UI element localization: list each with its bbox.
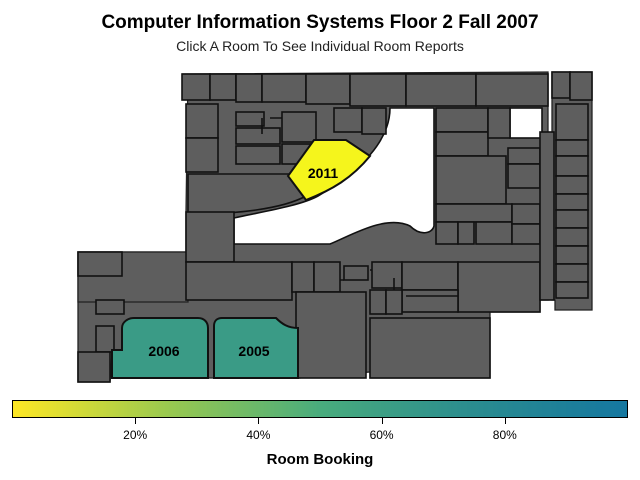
room bbox=[555, 227, 589, 247]
room-2005[interactable] bbox=[213, 317, 299, 379]
color-scale-tick-label: 40% bbox=[246, 428, 271, 442]
room bbox=[185, 261, 293, 301]
color-scale-bar bbox=[12, 400, 628, 418]
room bbox=[333, 107, 363, 133]
room-2011[interactable] bbox=[286, 139, 372, 202]
room bbox=[511, 203, 541, 225]
map-title: Computer Information Systems Floor 2 Fal… bbox=[101, 12, 539, 33]
room bbox=[77, 251, 123, 277]
room-2011-label: 2011 bbox=[308, 165, 339, 181]
room bbox=[555, 263, 589, 283]
room bbox=[371, 261, 403, 289]
interior-wall bbox=[340, 269, 372, 281]
room bbox=[385, 289, 403, 315]
room bbox=[369, 289, 387, 315]
room bbox=[551, 71, 571, 99]
color-scale-tick bbox=[258, 418, 260, 424]
room bbox=[487, 107, 511, 139]
room-2005-label: 2005 bbox=[238, 343, 269, 359]
room bbox=[435, 155, 507, 205]
color-scale-tick bbox=[381, 418, 383, 424]
interior-wall bbox=[261, 117, 282, 134]
room bbox=[401, 261, 459, 291]
room bbox=[405, 73, 477, 107]
room bbox=[555, 193, 589, 211]
room bbox=[475, 73, 549, 107]
room bbox=[313, 261, 341, 293]
room bbox=[185, 103, 219, 139]
color-scale-tick-label: 80% bbox=[492, 428, 517, 442]
room bbox=[95, 299, 125, 315]
color-scale-tick bbox=[135, 418, 137, 424]
room bbox=[77, 351, 111, 383]
room bbox=[507, 147, 541, 165]
room bbox=[235, 127, 281, 145]
room-2006[interactable] bbox=[111, 317, 209, 379]
room bbox=[457, 221, 475, 245]
room bbox=[435, 203, 513, 223]
room bbox=[435, 107, 489, 133]
room bbox=[555, 245, 589, 265]
room bbox=[507, 163, 541, 189]
room bbox=[435, 131, 489, 157]
room bbox=[349, 73, 407, 107]
room bbox=[555, 155, 589, 177]
color-scale-tick bbox=[504, 418, 506, 424]
room bbox=[305, 73, 351, 105]
room bbox=[343, 265, 369, 281]
room bbox=[475, 221, 513, 245]
room bbox=[361, 107, 387, 135]
room bbox=[291, 261, 315, 293]
room bbox=[555, 175, 589, 195]
room bbox=[457, 261, 541, 313]
room bbox=[185, 137, 219, 173]
room bbox=[555, 103, 589, 141]
room bbox=[281, 111, 317, 143]
room bbox=[235, 111, 265, 127]
color-scale-title: Room Booking bbox=[266, 451, 374, 468]
east-courtyard bbox=[509, 107, 543, 139]
room bbox=[539, 131, 555, 301]
color-scale-tick-label: 60% bbox=[369, 428, 394, 442]
room bbox=[555, 281, 589, 299]
room bbox=[555, 139, 589, 157]
interior-wall bbox=[393, 278, 458, 297]
room bbox=[369, 317, 491, 379]
room bbox=[209, 73, 237, 101]
map-subtitle: Click A Room To See Individual Room Repo… bbox=[176, 38, 464, 54]
room bbox=[185, 211, 235, 263]
room bbox=[295, 291, 367, 379]
room bbox=[181, 73, 211, 101]
floor-plan-map: 2011 2006 2005 bbox=[77, 71, 593, 383]
room bbox=[261, 73, 307, 103]
color-scale-tick-label: 20% bbox=[123, 428, 148, 442]
room bbox=[511, 223, 541, 245]
room bbox=[401, 289, 459, 313]
room bbox=[435, 221, 459, 245]
room bbox=[555, 209, 589, 229]
room bbox=[95, 325, 115, 353]
room bbox=[569, 71, 593, 101]
room-2006-label: 2006 bbox=[148, 343, 179, 359]
room bbox=[235, 145, 281, 165]
room bbox=[235, 73, 263, 103]
